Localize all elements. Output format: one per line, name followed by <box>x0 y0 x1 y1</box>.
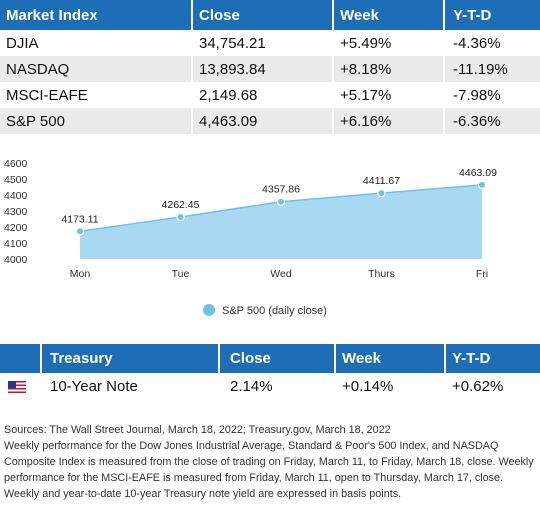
index-week: +8.18% <box>333 56 445 82</box>
x-tick-label: Fri <box>476 268 488 280</box>
treasury-week: +0.14% <box>335 373 446 399</box>
y-tick-label: 4600 <box>4 158 28 170</box>
x-axis: Mon Tue Wed Thurs Fri <box>70 268 488 280</box>
table-row: S&P 500 4,463.09 +6.16% -6.36% <box>0 108 540 134</box>
footnotes: Sources: The Wall Street Journal, March … <box>4 422 538 502</box>
table-row: DJIA 34,754.21 +5.49% -4.36% <box>0 30 540 56</box>
index-ytd: -6.36% <box>444 108 540 134</box>
data-label: 4357.86 <box>262 184 300 196</box>
index-ytd: -4.36% <box>444 30 540 56</box>
data-label: 4173.11 <box>61 213 98 225</box>
treasury-name: 10-Year Note <box>41 373 220 399</box>
index-close: 34,754.21 <box>192 30 334 56</box>
table-row: 10-Year Note 2.14% +0.14% +0.62% <box>0 373 540 399</box>
index-week: +6.16% <box>333 108 445 134</box>
x-tick-label: Mon <box>70 268 91 280</box>
data-point <box>377 188 386 198</box>
index-ytd: -11.19% <box>444 56 540 82</box>
chart-legend: S&P 500 (daily close) <box>203 304 327 317</box>
header-market-index: Market Index <box>0 0 193 30</box>
methodology-note: Weekly performance for the Dow Jones Ind… <box>4 440 534 500</box>
index-name: S&P 500 <box>0 108 193 134</box>
y-axis: 4600 4500 4400 4300 4200 4100 4000 <box>4 158 28 266</box>
treasury-ytd: +0.62% <box>445 373 540 399</box>
header-week: Week <box>333 0 445 30</box>
data-point <box>477 180 487 190</box>
points-layer: 4173.11 4262.45 4357.86 4411.67 4463.09 <box>61 167 497 236</box>
us-flag-icon <box>8 380 26 393</box>
y-tick-label: 4100 <box>4 238 28 250</box>
x-tick-label: Wed <box>270 268 292 280</box>
table-row: MSCI-EAFE 2,149.68 +5.17% -7.98% <box>0 82 540 108</box>
treasury-table: Treasury Close Week Y-T-D 10-Year Note 2… <box>0 344 540 399</box>
index-ytd: -7.98% <box>444 82 540 108</box>
treasury-table-header: Treasury Close Week Y-T-D <box>0 344 540 373</box>
data-label: 4411.67 <box>363 175 400 187</box>
y-tick-label: 4200 <box>4 222 28 234</box>
sp500-area-chart: 4600 4500 4400 4300 4200 4100 4000 4173.11 4262… <box>4 158 497 317</box>
index-week: +5.17% <box>333 82 445 108</box>
header-flag-cell <box>0 344 42 373</box>
header-week: Week <box>335 344 446 373</box>
header-ytd: Y-T-D <box>445 344 540 373</box>
legend-marker <box>203 304 215 316</box>
index-close: 2,149.68 <box>192 82 334 108</box>
index-name: MSCI-EAFE <box>0 82 193 108</box>
header-ytd: Y-T-D <box>444 0 540 30</box>
series-area <box>80 184 482 259</box>
index-week: +5.49% <box>333 30 445 56</box>
area-layer <box>79 184 483 259</box>
y-tick-label: 4500 <box>4 174 28 186</box>
index-close: 13,893.84 <box>192 56 334 82</box>
market-index-table: Market Index Close Week Y-T-D DJIA 34,75… <box>0 0 540 134</box>
header-close: Close <box>192 0 334 30</box>
x-tick-label: Thurs <box>368 268 395 280</box>
sources-note: Sources: The Wall Street Journal, March … <box>4 424 391 436</box>
index-name: DJIA <box>0 30 193 56</box>
data-label: 4262.45 <box>162 199 200 211</box>
y-tick-label: 4400 <box>4 190 28 202</box>
header-treasury: Treasury <box>41 344 220 373</box>
x-tick-label: Tue <box>172 268 190 280</box>
data-label: 4463.09 <box>459 167 497 179</box>
index-close: 4,463.09 <box>192 108 334 134</box>
data-point <box>276 197 286 206</box>
table-row: NASDAQ 13,893.84 +8.18% -11.19% <box>0 56 540 82</box>
data-point <box>75 227 85 236</box>
treasury-close: 2.14% <box>219 373 336 399</box>
header-close: Close <box>219 344 336 373</box>
y-tick-label: 4300 <box>4 206 28 218</box>
flag-cell <box>0 373 42 399</box>
data-point <box>176 212 185 222</box>
market-table-header: Market Index Close Week Y-T-D <box>0 0 540 30</box>
legend-label: S&P 500 (daily close) <box>222 305 327 317</box>
y-tick-label: 4000 <box>4 254 28 266</box>
index-name: NASDAQ <box>0 56 193 82</box>
